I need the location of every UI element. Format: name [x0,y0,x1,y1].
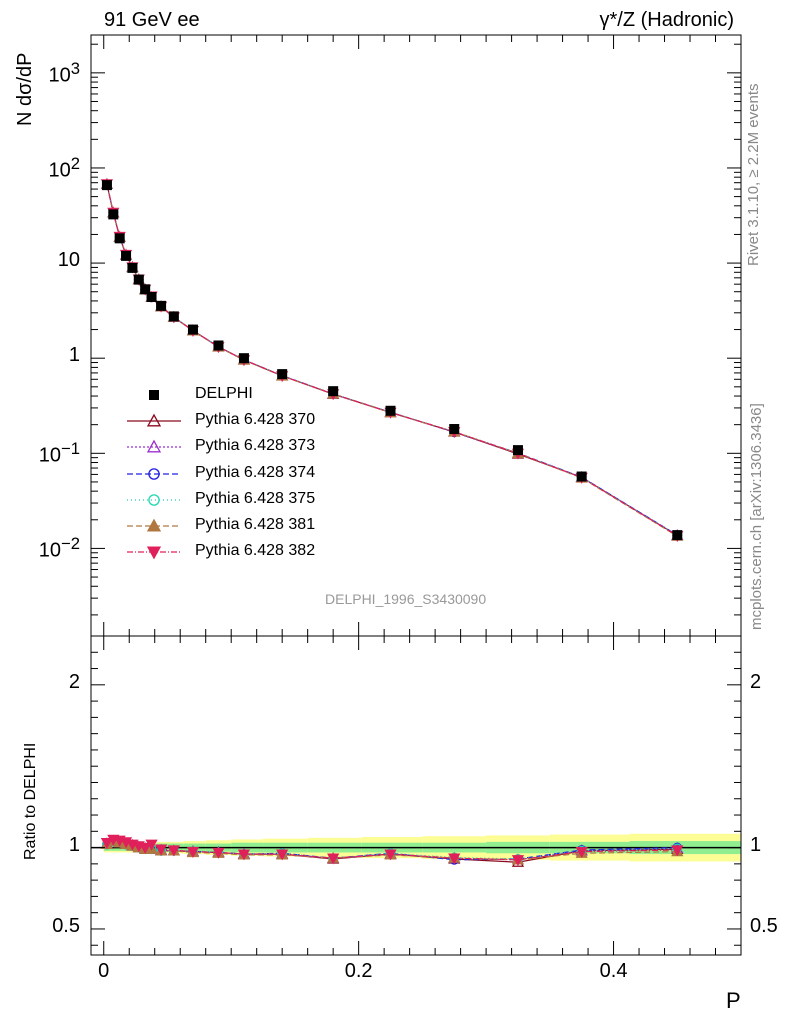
x-axis-label: P [726,988,741,1013]
ratio-tick-label-right: 1 [750,833,762,856]
legend-label: Pythia 6.428 374 [195,463,316,481]
data-point [512,445,523,456]
header-left-title: 91 GeV ee [104,9,200,31]
ratio-point-p382 [167,845,180,857]
ratio-tick-label-right: 0.5 [750,914,778,937]
ratio-point-p382 [575,847,588,858]
y-axis-label: N dσ/dP [14,52,36,127]
axis-ticks [91,35,742,955]
analysis-label: DELPHI_1996_S3430090 [325,591,487,607]
data-point [238,353,249,364]
ratio-point-p382 [139,842,152,854]
ratio-point-p382 [327,853,340,865]
plot-frames [90,34,742,956]
ratio-point-p382 [384,849,397,861]
data-point [114,233,125,244]
legend-swatch [127,440,181,453]
y-tick-label: 103 [48,58,80,87]
rivet-version-label: Rivet 3.1.10, ≥ 2.2M events [745,83,762,267]
legend-swatch [127,467,181,480]
y-tick-label: 10 [57,249,80,272]
legend-swatch [127,546,181,560]
legend-label: Pythia 6.428 375 [195,489,316,507]
data-point [328,386,339,397]
legend-swatch [149,390,159,400]
data-point [156,300,167,311]
data-point [108,209,119,220]
legend-swatch [127,518,181,532]
x-tick-label: 0.2 [344,960,373,982]
data-point [140,284,151,295]
legend-label: Pythia 6.428 370 [195,411,316,429]
legend-label: Pythia 6.428 382 [195,542,316,560]
ratio-y-axis-label: Ratio to DELPHI [22,742,39,860]
ratio-point-p382 [511,855,525,867]
legend-marker [146,413,162,427]
legend-swatch [127,413,181,427]
ratio-tick-label-right: 2 [750,670,762,693]
data-point [168,311,179,322]
ratio-tick-label: 0.5 [52,914,80,937]
legend-marker [146,440,162,453]
data-point [121,250,132,261]
data-point [127,262,138,273]
series-line-p374 [106,184,678,536]
legend-marker [149,390,159,400]
legend-marker [148,494,160,506]
legend-label: Pythia 6.428 381 [195,516,316,533]
ratio-point-p382 [100,838,114,850]
data-point [672,530,683,541]
ratio-plot-frame [90,635,742,956]
data-point [449,424,460,435]
y-tick-label: 10−1 [38,439,80,467]
legend-swatch [127,494,181,506]
ratio-point-p382 [186,847,200,858]
header-right-title: γ*/Z (Hadronic) [599,9,734,31]
y-tick-label: 1 [68,344,80,367]
data-point [146,291,157,302]
legend-label: Pythia 6.428 373 [195,437,316,455]
data-point [277,369,288,380]
y-tick-label: 10−2 [38,534,80,563]
ratio-tick-label: 1 [68,833,80,856]
data-point [187,324,198,335]
ratio-tick-label: 2 [68,670,80,693]
y-tick-label: 102 [48,153,80,182]
legend-label: DELPHI [195,385,253,402]
data-point [576,471,587,482]
ratio-uncertainty-bands [91,833,741,862]
legend-marker [146,546,162,560]
data-point [101,180,112,191]
ratio-point-p382 [448,853,461,865]
legend-marker [146,518,162,532]
ratio-point-p382 [671,845,684,857]
ratio-point-p382 [212,847,225,859]
ratio-point-p382 [276,849,289,861]
ratio-point-p382 [237,849,251,861]
ratio-point-p382 [154,844,168,856]
main-plot-frame [90,34,742,637]
ratio-line-p382 [106,838,678,861]
ratio-point-p382 [145,839,158,851]
mcplots-label: mcplots.cern.ch [arXiv:1306.3436] [748,403,765,630]
legend-marker [148,467,160,480]
data-point [213,340,224,351]
data-point [385,405,396,416]
x-tick-label: 0 [98,960,110,982]
series-layer [100,177,684,867]
data-point [133,274,144,285]
x-tick-label: 0.4 [599,960,628,982]
